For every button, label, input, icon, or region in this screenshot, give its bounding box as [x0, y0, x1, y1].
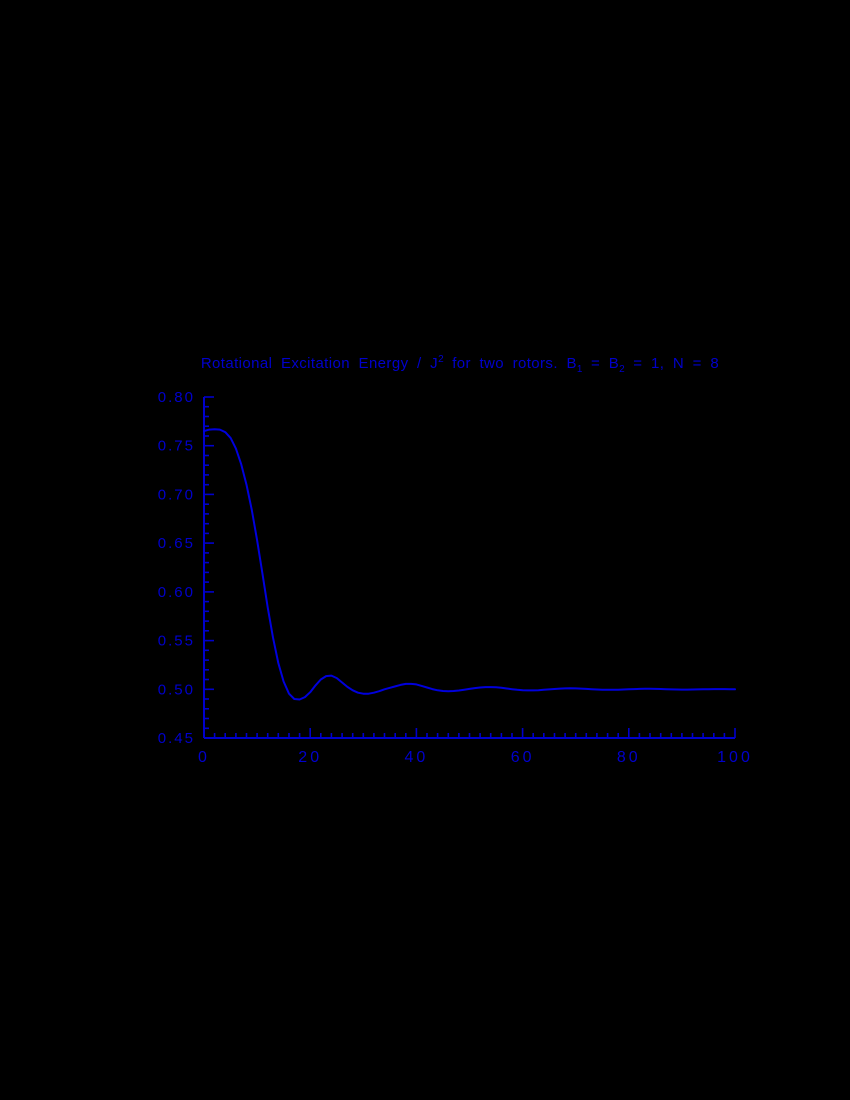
x-tick-label: 100 — [717, 749, 753, 766]
title-subscript: 1 — [576, 364, 583, 375]
y-tick-label: 0.65 — [158, 535, 195, 552]
y-tick-label: 0.60 — [158, 584, 195, 601]
y-tick-label: 0.50 — [158, 681, 195, 698]
energy-curve — [203, 428, 736, 701]
y-tick-label: 0.45 — [158, 730, 195, 747]
y-tick-label: 0.75 — [158, 438, 195, 455]
title-segment: Rotational Excitation Energy / J — [200, 355, 439, 372]
title-superscript: 2 — [438, 354, 444, 365]
chart-title: Rotational Excitation Energy / J2 for tw… — [130, 354, 790, 375]
title-segment: = 1, N = 8 — [624, 355, 720, 372]
x-tick-label: 20 — [298, 749, 322, 766]
title-subscript: 2 — [619, 364, 625, 375]
y-tick-label: 0.70 — [158, 486, 195, 503]
x-tick-label: 40 — [405, 749, 429, 766]
x-tick-label: 0 — [198, 749, 210, 766]
y-tick-label: 0.55 — [158, 633, 195, 650]
title-segment: for two rotors. B — [443, 355, 577, 372]
x-tick-label: 60 — [511, 749, 535, 766]
y-tick-label: 0.80 — [158, 389, 195, 406]
x-tick-label: 80 — [617, 749, 641, 766]
title-segment: = B — [582, 355, 620, 372]
